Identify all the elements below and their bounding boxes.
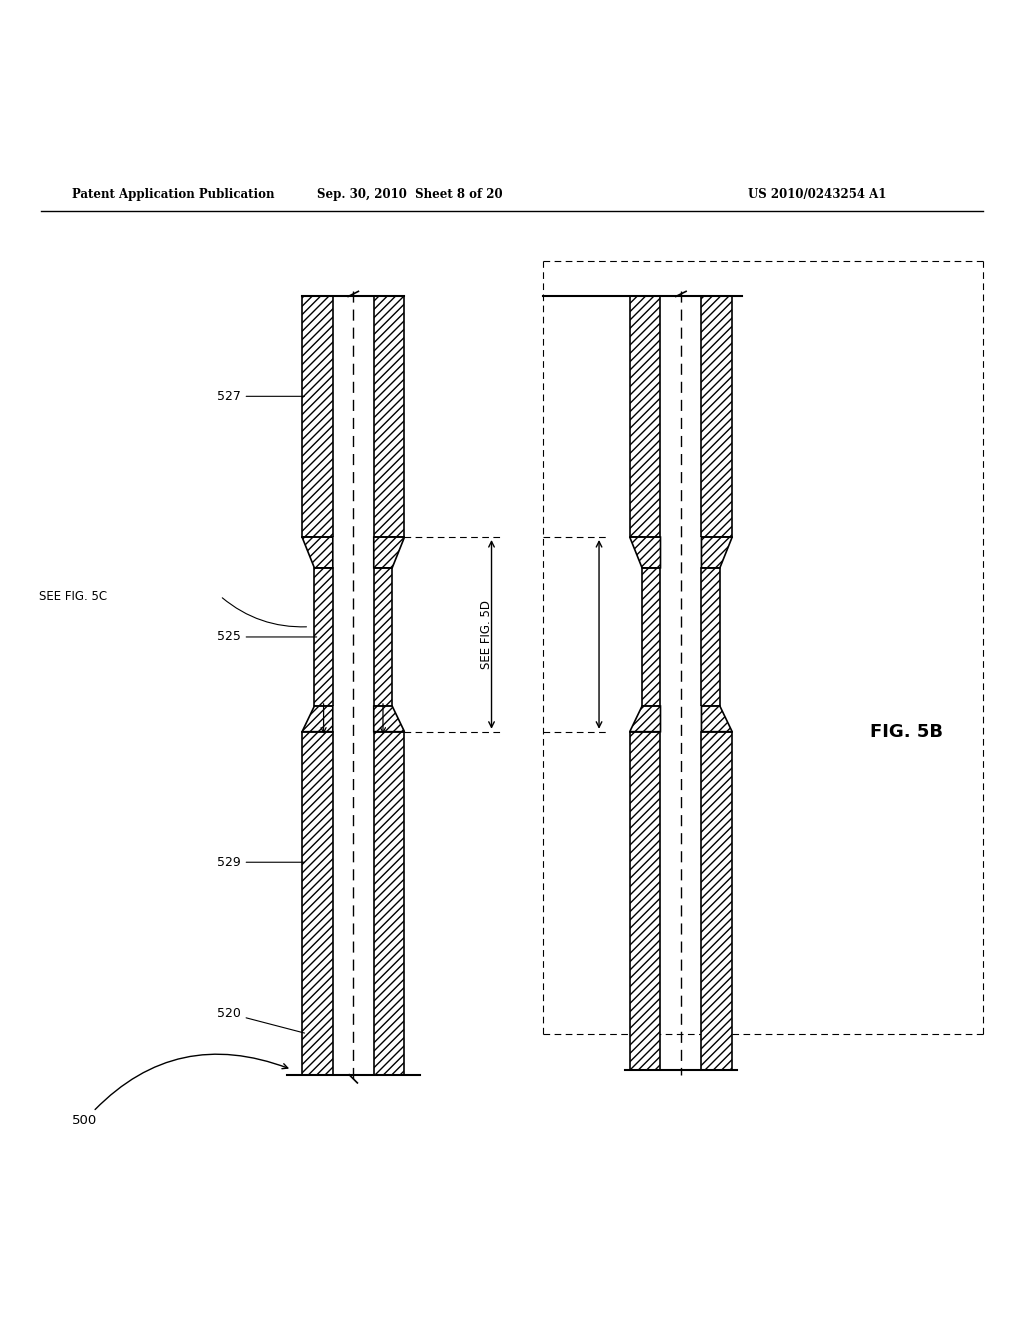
Bar bbox=[302, 297, 333, 537]
Text: SEE FIG. 5D: SEE FIG. 5D bbox=[480, 599, 493, 669]
Bar bbox=[701, 568, 720, 706]
Text: 527: 527 bbox=[217, 389, 304, 403]
Text: FIG. 5B: FIG. 5B bbox=[869, 722, 943, 741]
Bar bbox=[333, 537, 374, 568]
Bar bbox=[314, 568, 333, 706]
Bar bbox=[302, 731, 333, 1074]
Text: SEE FIG. 5C: SEE FIG. 5C bbox=[39, 590, 108, 602]
Polygon shape bbox=[701, 537, 732, 568]
Bar bbox=[333, 706, 374, 731]
Text: 520: 520 bbox=[217, 1007, 304, 1034]
Polygon shape bbox=[630, 706, 660, 731]
Bar bbox=[374, 568, 392, 706]
Bar bbox=[374, 297, 404, 537]
Bar bbox=[642, 568, 660, 706]
Polygon shape bbox=[630, 537, 660, 568]
Bar bbox=[660, 297, 701, 537]
Bar bbox=[701, 731, 732, 1069]
Polygon shape bbox=[701, 706, 732, 731]
Polygon shape bbox=[374, 706, 404, 731]
Text: 529: 529 bbox=[217, 855, 304, 869]
Text: 500: 500 bbox=[72, 1055, 288, 1127]
Bar bbox=[660, 706, 701, 731]
Bar bbox=[630, 297, 660, 537]
Text: Patent Application Publication: Patent Application Publication bbox=[72, 187, 274, 201]
Bar bbox=[333, 568, 374, 706]
Text: Sep. 30, 2010  Sheet 8 of 20: Sep. 30, 2010 Sheet 8 of 20 bbox=[316, 187, 503, 201]
Text: US 2010/0243254 A1: US 2010/0243254 A1 bbox=[748, 187, 886, 201]
Bar bbox=[333, 297, 374, 537]
Bar bbox=[701, 297, 732, 537]
Bar bbox=[374, 731, 404, 1074]
Text: 525: 525 bbox=[217, 631, 316, 643]
Bar bbox=[660, 537, 701, 568]
Polygon shape bbox=[374, 537, 404, 568]
Bar bbox=[333, 731, 374, 1074]
Bar bbox=[630, 731, 660, 1069]
Bar bbox=[660, 568, 701, 706]
Polygon shape bbox=[302, 537, 333, 568]
Polygon shape bbox=[302, 706, 333, 731]
Bar bbox=[660, 731, 701, 1069]
